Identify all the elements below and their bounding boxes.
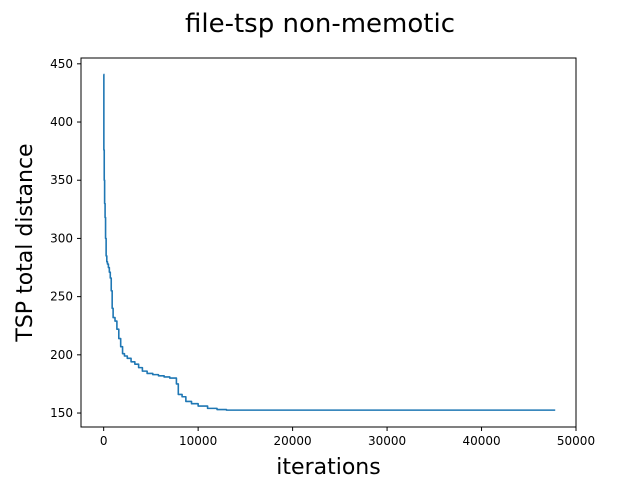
y-tick-label: 250: [50, 290, 73, 304]
x-tick-label: 50000: [557, 434, 595, 448]
x-tick-label: 0: [100, 434, 108, 448]
x-tick-label: 40000: [462, 434, 500, 448]
series-line-0: [103, 73, 556, 411]
y-tick-label: 200: [50, 348, 73, 362]
x-tick-label: 10000: [179, 434, 217, 448]
y-tick-label: 450: [50, 57, 73, 71]
x-tick-label: 20000: [274, 434, 312, 448]
y-tick-label: 350: [50, 173, 73, 187]
axis-ticks: 0 10000 20000 30000 40000 50000 150 200 250 300 35…: [50, 57, 595, 448]
y-tick-label: 400: [50, 115, 73, 129]
plot-frame: [80, 57, 577, 428]
plot-area: [103, 73, 556, 411]
x-axis-label: iterations: [276, 455, 380, 480]
y-tick-label: 150: [50, 406, 73, 420]
x-tick-label: 30000: [368, 434, 406, 448]
y-tick-label: 300: [50, 231, 73, 245]
y-axis-label: TSP total distance: [13, 143, 38, 342]
chart-title: file-tsp non-memotic: [185, 9, 455, 39]
